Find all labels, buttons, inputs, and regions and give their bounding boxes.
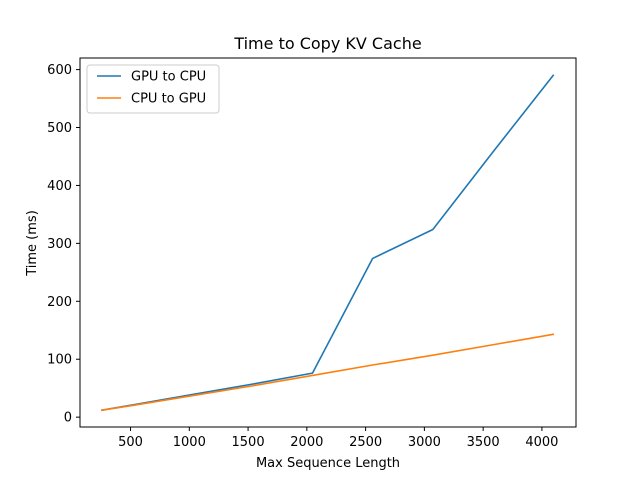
y-tick-label: 400 <box>47 179 72 194</box>
y-tick-label: 300 <box>47 237 72 252</box>
x-axis: 500 1000 1500 2000 2500 3000 3500 4000 <box>118 427 558 450</box>
legend-label: CPU to GPU <box>131 92 206 107</box>
x-tick-label: 2500 <box>349 435 382 450</box>
x-tick-label: 3000 <box>408 435 441 450</box>
y-axis: 0 100 200 300 400 500 600 <box>47 63 80 426</box>
legend-box <box>86 64 220 114</box>
x-tick-label: 1500 <box>232 435 265 450</box>
plot-area <box>100 74 555 412</box>
x-tick-label: 1000 <box>173 435 206 450</box>
y-tick-label: 100 <box>47 353 72 368</box>
x-tick-label: 2000 <box>290 435 323 450</box>
series-line-cpu-to-gpu <box>100 333 555 412</box>
legend: GPU to CPU CPU to GPU <box>86 64 220 114</box>
x-tick-label: 4000 <box>525 435 558 450</box>
x-axis-label: Max Sequence Length <box>256 456 400 471</box>
y-tick-label: 500 <box>47 121 72 136</box>
plot-frame <box>79 57 577 428</box>
legend-label: GPU to CPU <box>131 70 206 85</box>
y-tick-label: 600 <box>47 63 72 78</box>
y-tick-label: 200 <box>47 295 72 310</box>
x-tick-label: 3500 <box>467 435 500 450</box>
chart-title: Time to Copy KV Cache <box>233 34 421 53</box>
x-tick-label: 500 <box>118 435 143 450</box>
y-tick-label: 0 <box>64 411 72 426</box>
y-axis-label: Time (ms) <box>25 210 40 277</box>
